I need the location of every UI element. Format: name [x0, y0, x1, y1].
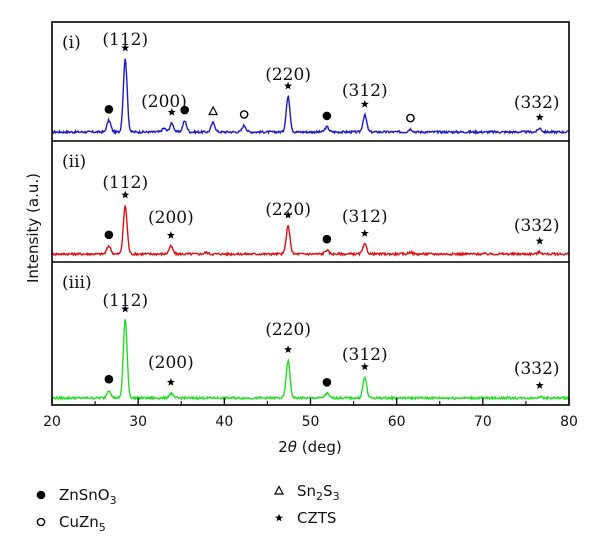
x-axis-label: 2θ (deg) [278, 438, 341, 456]
star-legend-marker [275, 513, 283, 522]
star-marker [535, 113, 544, 121]
legend: ZnSnO3 CuZn5 Sn2S3 CZTS [36, 482, 340, 534]
annotation-112: (112) [102, 291, 148, 311]
star-marker [121, 190, 130, 199]
filled-circle-legend-marker [36, 490, 46, 500]
filled-circle-marker [322, 111, 332, 121]
axes-layer: Intensity (a.u.) 2θ (deg) 20 30 40 50 60 70 80 [24, 21, 578, 456]
filled-circle-marker [180, 105, 189, 115]
triangle-legend-marker [274, 485, 284, 495]
x-tick-label: 50 [302, 414, 320, 430]
filled-circle-marker [104, 105, 114, 114]
panel-2: (ii) (112)(200) (220) (312) (332) [51, 152, 570, 258]
annotation-332: (332) [514, 216, 560, 236]
y-axis-label: Intensity (a.u.) [24, 173, 42, 283]
series-line [51, 58, 570, 136]
x-tick-label: 30 [129, 414, 147, 430]
legend-item: CZTS [275, 509, 336, 527]
star-marker [360, 362, 369, 371]
annotation-220: (220) [265, 320, 311, 340]
series-line [51, 205, 570, 258]
open-circle-legend-marker [36, 517, 46, 527]
x-tick-label: 20 [43, 414, 61, 430]
open-circle-marker [239, 110, 249, 119]
panels-layer: (i) (112)(200)(220)(312)(332)(ii)(112)(20… [51, 30, 570, 402]
panel-label: (i) [62, 33, 81, 53]
star-marker [360, 229, 369, 237]
legend-label: CuZn5 [59, 513, 106, 534]
x-tick-label: 70 [474, 414, 492, 430]
star-marker [121, 304, 130, 313]
legend-item: ZnSnO3 [36, 486, 117, 507]
annotation-200: (200) [148, 353, 194, 373]
star-marker [121, 43, 130, 52]
x-tick-label: 60 [388, 414, 406, 430]
legend-item: CuZn5 [36, 513, 106, 534]
star-marker [284, 345, 293, 353]
annotation-312: (312) [342, 345, 388, 365]
panel-1: (i) (112) (200) (220) (312) (332) [51, 30, 570, 136]
panel-label: (ii) [62, 152, 86, 172]
legend-label: ZnSnO3 [59, 486, 117, 507]
annotation-220: (220) [265, 65, 311, 85]
star-marker [167, 108, 176, 116]
annotation-200: (200) [148, 208, 194, 228]
filled-circle-marker [322, 378, 332, 387]
filled-circle-marker [104, 230, 114, 240]
panel-label: (iii) [62, 273, 92, 293]
star-marker [284, 210, 293, 219]
triangle-marker [208, 105, 219, 116]
x-tick-label: 40 [215, 414, 233, 430]
legend-item: Sn2S3 [274, 482, 340, 503]
legend-label: CZTS [297, 509, 336, 527]
star-marker [360, 100, 369, 108]
legend-label: Sn2S3 [297, 482, 340, 503]
star-marker [166, 378, 175, 386]
annotation-312: (312) [342, 207, 388, 227]
annotation-112: (112) [102, 173, 148, 193]
annotation-332: (332) [514, 93, 560, 113]
star-marker [166, 231, 175, 239]
panel-3: (iii) (112) (200) (220) (312) (332) [51, 273, 570, 402]
x-tick-label: 80 [560, 414, 578, 430]
filled-circle-marker [104, 374, 114, 384]
filled-circle-marker [322, 234, 332, 244]
annotation-112: (112) [102, 30, 148, 50]
annotation-312: (312) [342, 81, 388, 101]
annotation-332: (332) [514, 359, 560, 379]
star-marker [284, 81, 293, 90]
star-marker [535, 236, 544, 245]
open-circle-marker [406, 113, 415, 123]
annotation-200: (200) [141, 92, 187, 112]
annotation-220: (220) [265, 200, 311, 220]
star-marker [535, 381, 544, 389]
